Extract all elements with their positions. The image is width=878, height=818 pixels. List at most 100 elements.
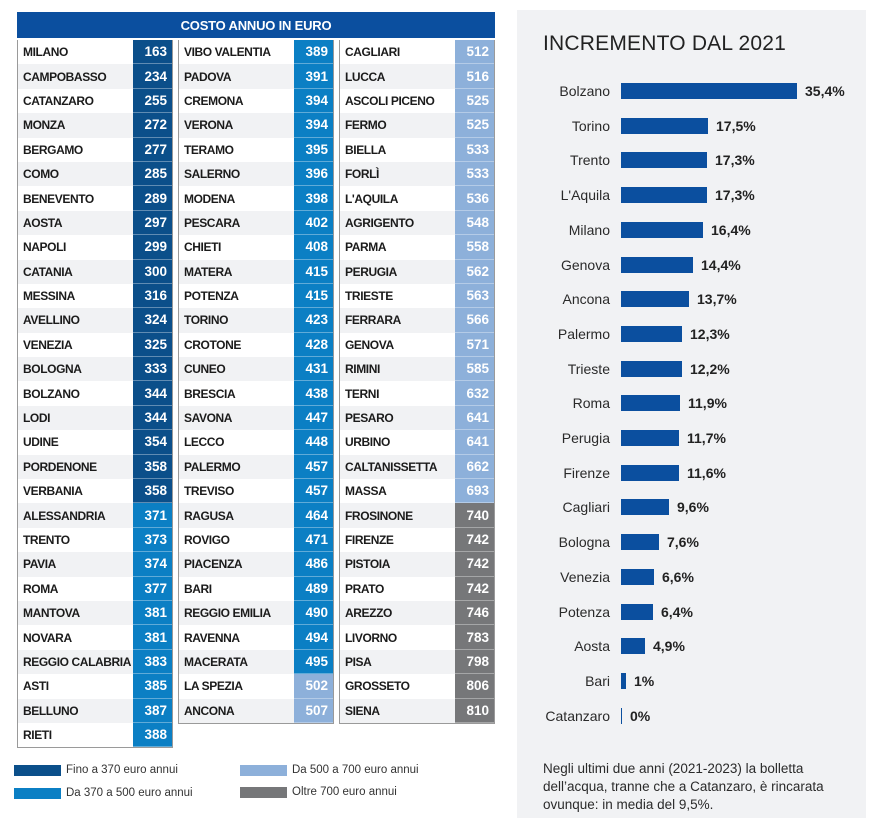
table-row: BERGAMO 277 <box>18 137 172 162</box>
city-name: NOVARA <box>23 630 72 645</box>
bar-value-label: 17,3% <box>715 152 755 169</box>
table-row: REGGIO CALABRIA 383 <box>18 649 172 675</box>
cost-value: 533 <box>455 137 494 162</box>
table-row: SALERNO 396 <box>179 161 333 187</box>
city-name: VIBO VALENTIA <box>184 45 271 60</box>
city-name: MACERATA <box>184 654 248 669</box>
table-row: LA SPEZIA 502 <box>179 674 333 699</box>
table-row: BRESCIA 438 <box>179 381 333 406</box>
table-row: BOLZANO 344 <box>18 381 172 406</box>
city-name: PAVIA <box>23 557 56 572</box>
cost-value: 810 <box>455 698 494 723</box>
table-row: TORINO 423 <box>179 308 333 333</box>
bar-value-label: 13,7% <box>697 291 737 308</box>
bar <box>621 221 703 238</box>
table-column-2: VIBO VALENTIA 389 PADOVA 391 CREMONA 394 VERON… <box>178 40 334 724</box>
cost-value: 457 <box>294 454 333 480</box>
table-row: SAVONA 447 <box>179 405 333 431</box>
bar-row: Catanzaro 0% <box>517 706 866 726</box>
table-row: BARI 489 <box>179 576 333 601</box>
city-name: FORLÌ <box>345 167 379 182</box>
bar-value-label: 7,6% <box>667 534 699 551</box>
city-name: FROSINONE <box>345 508 413 523</box>
cost-value: 641 <box>455 430 494 455</box>
city-name: TREVISO <box>184 484 234 499</box>
city-name: CAGLIARI <box>345 45 400 60</box>
chart-note: Negli ultimi due anni (2021-2023) la bol… <box>543 761 824 812</box>
city-name: LIVORNO <box>345 630 397 645</box>
table-row: TERNI 632 <box>340 381 494 406</box>
table-row: LECCO 448 <box>179 430 333 455</box>
bar-label: Catanzaro <box>545 707 610 724</box>
city-name: POTENZA <box>184 289 239 304</box>
city-name: ROMA <box>23 581 59 596</box>
legend-label: Oltre 700 euro annui <box>292 786 397 798</box>
city-name: TRIESTE <box>345 289 393 304</box>
city-name: ROVIGO <box>184 533 230 547</box>
cost-value: 344 <box>133 381 172 406</box>
table-row: RAVENNA 494 <box>179 625 333 650</box>
table-row: COMO 285 <box>18 161 172 187</box>
table-row: PALERMO 457 <box>179 454 333 480</box>
cost-value: 272 <box>133 113 172 138</box>
table-row: MACERATA 495 <box>179 649 333 675</box>
cost-value: 234 <box>133 64 172 89</box>
bar-row: Cagliari 9,6% <box>517 497 866 517</box>
cost-value: 448 <box>294 430 333 455</box>
cost-value: 394 <box>294 88 333 114</box>
table-row: ROMA 377 <box>18 576 172 601</box>
table-row: PESCARA 402 <box>179 210 333 236</box>
cost-value: 289 <box>133 186 172 211</box>
table-row: MILANO 163 <box>18 40 172 65</box>
cost-value: 516 <box>455 64 494 89</box>
bar-row: Genova 14,4% <box>517 255 866 275</box>
city-name: FIRENZE <box>345 533 394 547</box>
cost-value: 344 <box>133 405 172 431</box>
city-name: AOSTA <box>23 215 63 230</box>
city-name: AVELLINO <box>23 313 80 328</box>
city-name: AGRIGENTO <box>345 215 414 230</box>
table-row: LIVORNO 783 <box>340 625 494 650</box>
bar-row: Palermo 12,3% <box>517 324 866 344</box>
cost-value: 536 <box>455 186 494 211</box>
city-name: BRESCIA <box>184 386 236 401</box>
bar-label: L'Aquila <box>560 187 610 204</box>
cost-value: 408 <box>294 235 333 260</box>
city-name: MILANO <box>23 45 68 60</box>
table-row: ASTI 385 <box>18 674 172 699</box>
bar-label: Firenze <box>563 464 610 481</box>
bar-row: Bolzano 35,4% <box>517 81 866 101</box>
chart-title: INCREMENTO DAL 2021 <box>543 32 787 55</box>
city-name: MASSA <box>345 484 387 499</box>
city-name: RIETI <box>23 728 52 743</box>
cost-value: 394 <box>294 113 333 138</box>
city-name: BOLOGNA <box>23 362 82 377</box>
bar <box>621 291 689 308</box>
city-name: PARMA <box>345 240 387 255</box>
city-name: ASTI <box>23 679 49 694</box>
cost-value: 395 <box>294 137 333 162</box>
city-name: RIMINI <box>345 362 380 377</box>
cost-value: 402 <box>294 210 333 236</box>
cost-value: 457 <box>294 479 333 504</box>
city-name: PADOVA <box>184 69 232 84</box>
bar-value-label: 14,4% <box>701 256 741 273</box>
cost-value: 632 <box>455 381 494 406</box>
table-row: MANTOVA 381 <box>18 600 172 626</box>
bar-row: Torino 17,5% <box>517 116 866 136</box>
city-name: PIACENZA <box>184 557 243 572</box>
bar-value-label: 9,6% <box>677 499 709 516</box>
bar-label: Palermo <box>557 325 610 342</box>
table-row: AGRIGENTO 548 <box>340 210 494 236</box>
table-row: L'AQUILA 536 <box>340 186 494 211</box>
bar-label: Torino <box>571 117 610 134</box>
cost-value: 641 <box>455 405 494 431</box>
city-name: PISA <box>345 654 372 669</box>
cost-value: 525 <box>455 88 494 114</box>
table-row: CUNEO 431 <box>179 357 333 382</box>
cost-value: 163 <box>133 40 172 65</box>
bar <box>621 256 693 273</box>
bar <box>621 395 680 412</box>
bar-value-label: 1% <box>634 672 655 689</box>
city-name: BERGAMO <box>23 142 83 157</box>
